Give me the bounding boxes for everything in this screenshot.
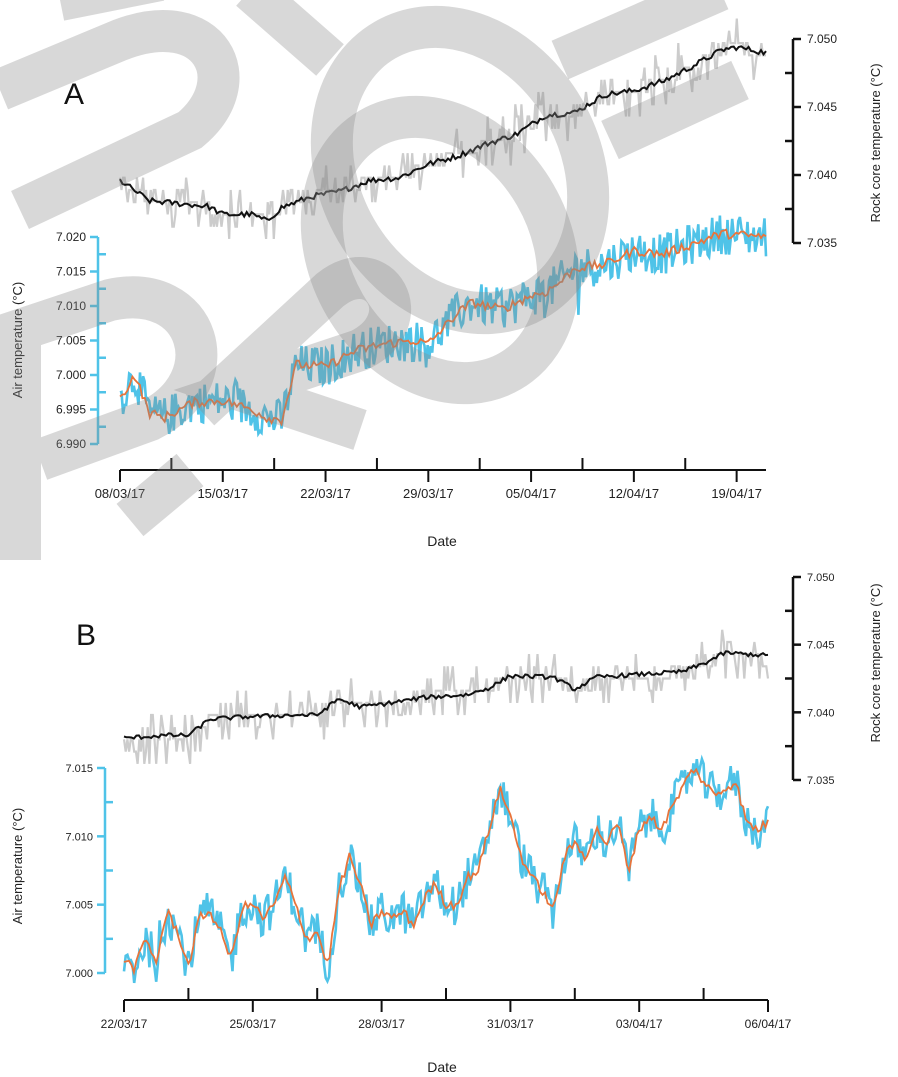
left-axis-title-a: Air temperature (°C) — [10, 282, 25, 398]
left-tick-label: 6.990 — [56, 437, 86, 451]
panel-label-a: A — [64, 78, 84, 111]
air-temp-raw-trace — [122, 754, 770, 985]
panel-a-plot: 08/03/17 15/03/17 22/03/17 29/03/17 05/04/17… — [56, 18, 837, 501]
right-tick-label: 7.035 — [807, 775, 835, 787]
right-axis-title-b: Rock core temperature (°C) — [868, 583, 883, 742]
x-tick-label: 05/04/17 — [506, 486, 557, 501]
panel-label-b: B — [76, 619, 96, 652]
air-temp-smoothed-line — [123, 767, 769, 977]
x-axis-title-b: Date — [427, 1059, 457, 1075]
right-tick-label: 7.035 — [807, 236, 837, 250]
x-tick-label: 25/03/17 — [229, 1017, 276, 1031]
left-tick-label: 7.015 — [56, 265, 86, 279]
x-tick-label: 19/04/17 — [711, 486, 762, 501]
x-tick-label: 22/03/17 — [101, 1017, 148, 1031]
x-tick-label: 22/03/17 — [300, 486, 351, 501]
left-tick-label: 7.010 — [65, 831, 93, 843]
rock-core-smoothed-line — [123, 650, 769, 741]
x-tick-label: 31/03/17 — [487, 1017, 534, 1031]
left-tick-label: 7.005 — [56, 334, 86, 348]
x-tick-label: 29/03/17 — [403, 486, 454, 501]
x-tick-label: 15/03/17 — [197, 486, 248, 501]
rock-core-raw-trace — [118, 18, 766, 240]
left-tick-label: 7.000 — [56, 368, 86, 382]
air-temp-raw-trace — [119, 215, 768, 438]
x-tick-label: 28/03/17 — [358, 1017, 405, 1031]
panel-b-plot: 22/03/17 25/03/17 28/03/17 31/03/17 03/04/17… — [65, 572, 834, 1031]
left-tick-label: 7.010 — [56, 299, 86, 313]
right-tick-label: 7.045 — [807, 100, 837, 114]
right-tick-label: 7.050 — [807, 32, 837, 46]
right-tick-label: 7.045 — [807, 640, 835, 652]
right-axis-title-a: Rock core temperature (°C) — [868, 63, 883, 222]
left-axis-title-b: Air temperature (°C) — [10, 808, 25, 924]
x-tick-label: 12/04/17 — [609, 486, 660, 501]
left-tick-label: 7.015 — [65, 763, 93, 775]
air-temp-smoothed-line — [119, 228, 767, 427]
right-tick-label: 7.040 — [807, 168, 837, 182]
rock-core-raw-trace — [122, 629, 770, 764]
rock-core-smoothed-line — [119, 45, 767, 222]
x-tick-label: 06/04/17 — [745, 1017, 792, 1031]
x-tick-label: 08/03/17 — [95, 486, 146, 501]
left-tick-label: 7.020 — [56, 230, 86, 244]
plot-layer: 08/03/17 15/03/17 22/03/17 29/03/17 05/04/17… — [56, 18, 837, 1031]
x-tick-label: 03/04/17 — [616, 1017, 663, 1031]
right-tick-label: 7.050 — [807, 572, 835, 584]
left-tick-label: 7.000 — [65, 968, 93, 980]
x-axis-title-a: Date — [427, 533, 457, 549]
left-tick-label: 6.995 — [56, 403, 86, 417]
left-tick-label: 7.005 — [65, 900, 93, 912]
right-tick-label: 7.040 — [807, 707, 835, 719]
